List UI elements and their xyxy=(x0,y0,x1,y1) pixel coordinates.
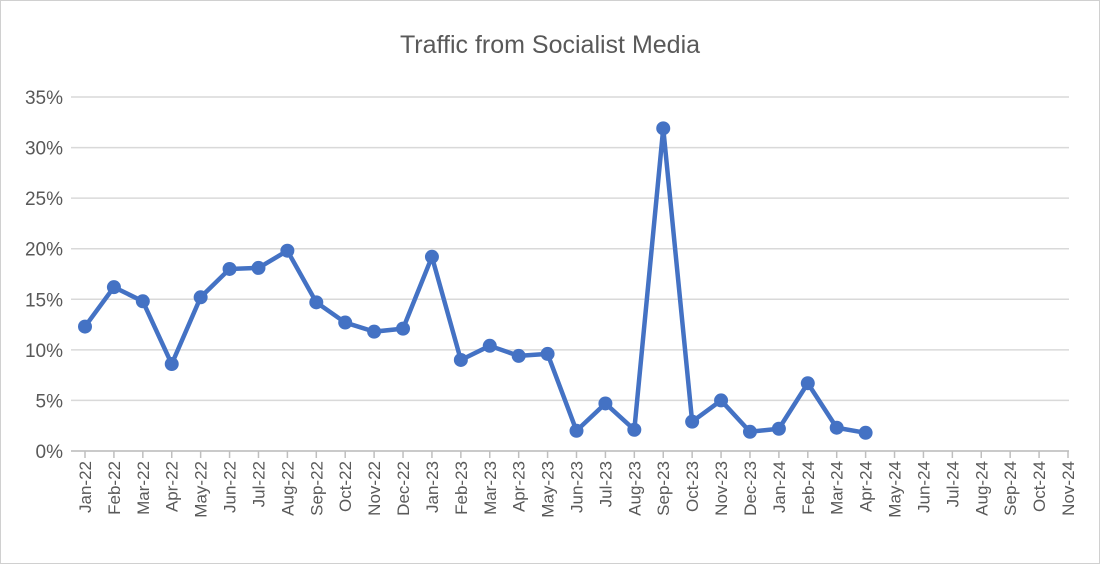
x-tick-label: Nov-24 xyxy=(1059,461,1078,516)
x-tick-label: Nov-22 xyxy=(365,461,384,516)
data-point-Apr-24 xyxy=(858,425,873,440)
x-tick-label: Feb-23 xyxy=(452,461,471,515)
x-tick-label: Mar-22 xyxy=(134,461,153,515)
x-tick-label: Jul-23 xyxy=(596,461,615,507)
data-point-Sep-22 xyxy=(309,295,324,310)
x-tick-label: Aug-24 xyxy=(972,461,991,516)
x-tick-label: Oct-24 xyxy=(1030,461,1049,512)
x-tick-label: Sep-23 xyxy=(654,461,673,516)
x-tick-label: Jan-24 xyxy=(770,461,789,513)
data-point-May-22 xyxy=(193,290,208,305)
data-point-Jan-22 xyxy=(78,319,92,334)
y-tick-label: 20% xyxy=(25,240,63,261)
x-tick-label: Jun-23 xyxy=(568,461,587,513)
data-point-Jul-23 xyxy=(598,396,613,411)
x-tick-label: Sep-24 xyxy=(1001,461,1020,516)
y-tick-label: 15% xyxy=(25,290,63,311)
x-tick-label: Mar-23 xyxy=(481,461,500,515)
data-point-Feb-23 xyxy=(453,352,468,367)
y-tick-label: 30% xyxy=(25,139,63,160)
data-point-Feb-22 xyxy=(106,280,121,295)
x-tick-label: Apr-22 xyxy=(163,461,182,512)
data-point-Sep-23 xyxy=(656,121,671,136)
chart-title: Traffic from Socialist Media xyxy=(400,31,700,59)
data-point-Aug-22 xyxy=(280,243,295,258)
x-tick-label: Jan-22 xyxy=(76,461,95,513)
x-tick-label: May-22 xyxy=(192,461,211,518)
x-tick-label: May-24 xyxy=(886,461,905,518)
data-point-Dec-23 xyxy=(742,424,757,439)
y-tick-label: 35% xyxy=(25,88,63,109)
y-tick-label: 10% xyxy=(25,341,63,362)
data-point-Apr-22 xyxy=(164,357,179,372)
data-point-Oct-23 xyxy=(685,414,700,429)
data-point-Mar-23 xyxy=(482,338,497,353)
x-tick-label: Oct-23 xyxy=(683,461,702,512)
x-tick-label: Dec-23 xyxy=(741,461,760,516)
data-point-May-23 xyxy=(540,346,555,361)
data-point-Mar-24 xyxy=(829,420,844,435)
x-tick-label: May-23 xyxy=(539,461,558,518)
x-tick-label: Mar-24 xyxy=(828,461,847,515)
data-point-Nov-23 xyxy=(714,393,729,408)
data-point-Jan-24 xyxy=(771,421,786,436)
data-point-Jan-23 xyxy=(424,249,439,264)
data-point-Jul-22 xyxy=(251,260,266,275)
x-tick-label: Oct-22 xyxy=(336,461,355,512)
x-tick-label: Feb-24 xyxy=(799,461,818,515)
data-point-Aug-23 xyxy=(627,422,642,437)
data-point-Dec-22 xyxy=(396,321,411,336)
y-tick-label: 5% xyxy=(36,391,64,412)
series-line xyxy=(83,126,867,436)
x-tick-label: Apr-24 xyxy=(857,461,876,512)
x-tick-label: Apr-23 xyxy=(510,461,529,512)
x-tick-label: Aug-22 xyxy=(278,461,297,516)
x-tick-label: Jun-22 xyxy=(221,461,240,513)
data-point-Feb-24 xyxy=(800,376,815,391)
x-tick-label: Jul-24 xyxy=(943,461,962,507)
x-tick-label: Aug-23 xyxy=(625,461,644,516)
x-tick-label: Jan-23 xyxy=(423,461,442,513)
x-tick-label: Nov-23 xyxy=(712,461,731,516)
x-tick-label: Jun-24 xyxy=(914,461,933,513)
data-point-Jun-22 xyxy=(222,261,237,276)
data-point-Oct-22 xyxy=(338,315,353,330)
x-tick-label: Feb-22 xyxy=(105,461,124,515)
x-tick-label: Dec-22 xyxy=(394,461,413,516)
data-point-Mar-22 xyxy=(135,294,150,309)
data-point-Nov-22 xyxy=(367,324,382,339)
x-tick-label: Jul-22 xyxy=(249,461,268,507)
y-tick-label: 25% xyxy=(25,189,63,210)
data-point-Apr-23 xyxy=(511,348,526,363)
data-point-Jun-23 xyxy=(569,423,584,438)
y-tick-label: 0% xyxy=(36,442,64,463)
x-tick-label: Sep-22 xyxy=(307,461,326,516)
